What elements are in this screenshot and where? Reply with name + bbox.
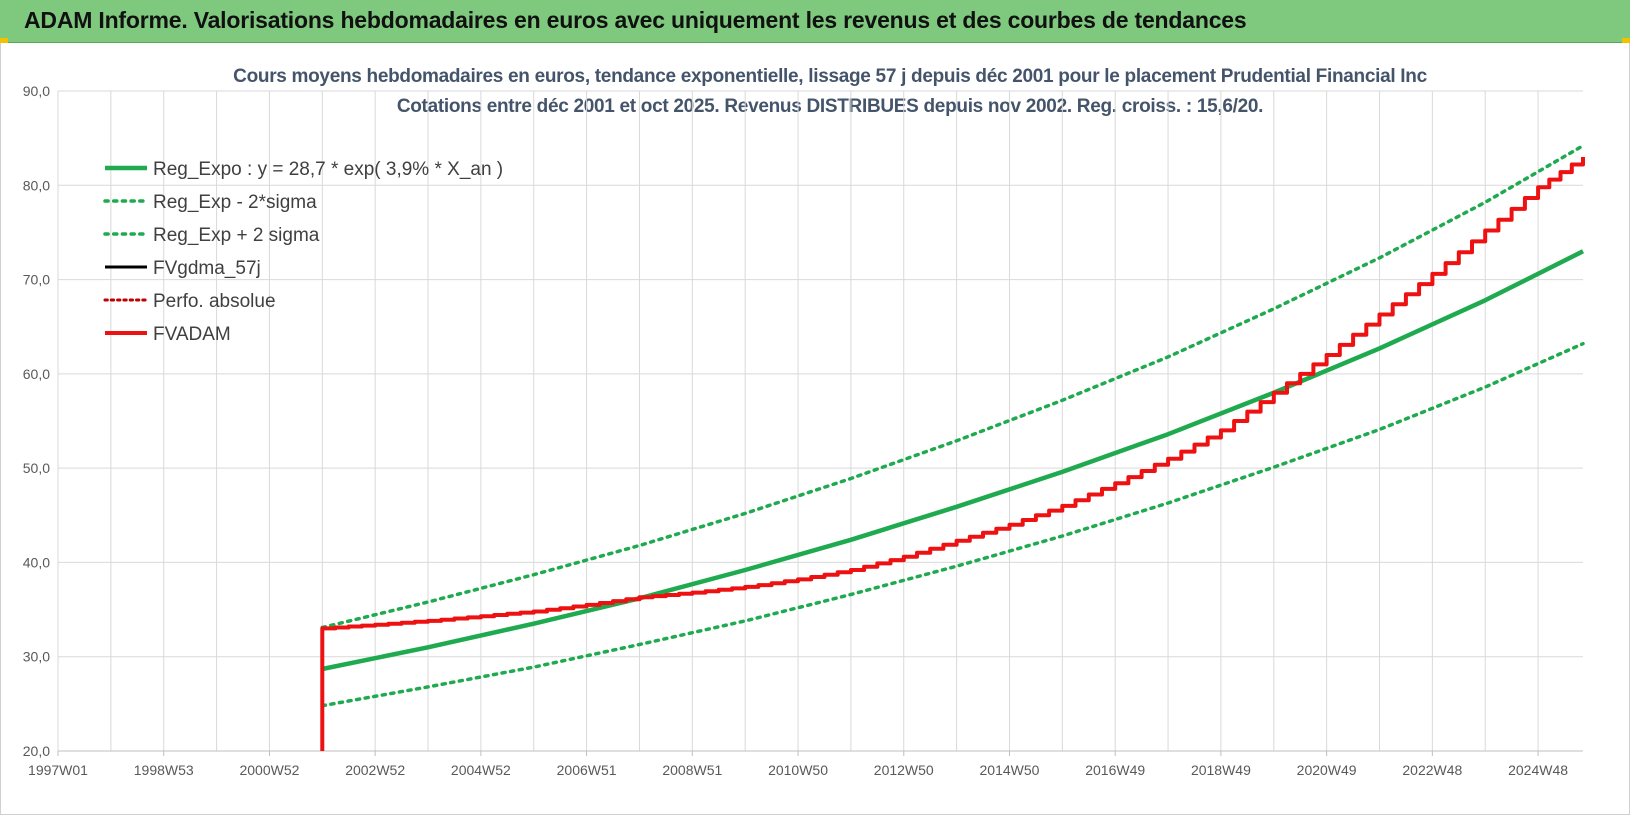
legend-entry: Reg_Expo : y = 28,7 * exp( 3,9% * X_an ) bbox=[153, 159, 503, 180]
x-tick-label: 2022W48 bbox=[1402, 762, 1462, 778]
x-tick-label: 2024W48 bbox=[1508, 762, 1568, 778]
legend-entry: FVADAM bbox=[153, 324, 231, 345]
x-tick-label: 2004W52 bbox=[451, 762, 511, 778]
legend-entry: Perfo. absolue bbox=[153, 291, 276, 312]
header-banner: ADAM Informe. Valorisations hebdomadaire… bbox=[0, 0, 1630, 43]
y-tick-label: 60,0 bbox=[23, 366, 50, 382]
y-tick-label: 80,0 bbox=[23, 177, 50, 193]
y-tick-label: 20,0 bbox=[23, 743, 50, 759]
x-tick-label: 2002W52 bbox=[345, 762, 405, 778]
legend-entry: Reg_Exp + 2 sigma bbox=[153, 225, 320, 246]
y-tick-label: 50,0 bbox=[23, 460, 50, 476]
y-tick-label: 90,0 bbox=[23, 83, 50, 99]
series-line-5 bbox=[320, 157, 1585, 751]
x-tick-label: 2018W49 bbox=[1191, 762, 1251, 778]
y-tick-label: 40,0 bbox=[23, 554, 50, 570]
legend-entry: FVgdma_57j bbox=[153, 258, 261, 279]
x-tick-label: 2016W49 bbox=[1085, 762, 1145, 778]
series-line-2 bbox=[320, 143, 1585, 630]
x-tick-label: 2020W49 bbox=[1297, 762, 1357, 778]
chart-subtitle: Cotations entre déc 2001 et oct 2025. Re… bbox=[396, 96, 1264, 117]
chart-title: Cours moyens hebdomadaires en euros, ten… bbox=[233, 66, 1427, 87]
x-tick-label: 2000W52 bbox=[239, 762, 299, 778]
x-tick-label: 2012W50 bbox=[874, 762, 934, 778]
page-title: ADAM Informe. Valorisations hebdomadaire… bbox=[24, 7, 1247, 33]
series-line-1 bbox=[320, 341, 1585, 708]
x-tick-label: 1998W53 bbox=[134, 762, 194, 778]
series-line-0 bbox=[321, 249, 1585, 672]
corner-marker bbox=[1622, 38, 1630, 43]
x-tick-label: 2010W50 bbox=[768, 762, 828, 778]
y-tick-label: 30,0 bbox=[23, 649, 50, 665]
corner-marker bbox=[0, 38, 8, 43]
x-tick-label: 2008W51 bbox=[662, 762, 722, 778]
x-tick-label: 2014W50 bbox=[980, 762, 1040, 778]
y-tick-label: 70,0 bbox=[23, 272, 50, 288]
series-line-3 bbox=[320, 157, 1585, 751]
x-tick-label: 1997W01 bbox=[28, 762, 88, 778]
legend-entry: Reg_Exp - 2*sigma bbox=[153, 192, 317, 213]
x-tick-label: 2006W51 bbox=[557, 762, 617, 778]
